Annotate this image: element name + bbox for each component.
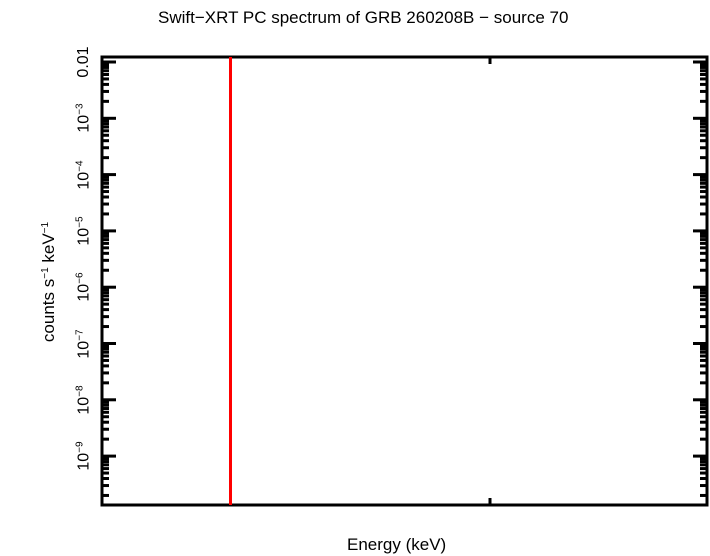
y-tick-label: 10−3	[75, 104, 94, 133]
y-tick-label: 10−7	[75, 329, 94, 358]
y-tick-label: 0.01	[75, 46, 93, 77]
ylabel-base: counts s	[39, 278, 58, 343]
ylabel-exp1: −1	[40, 267, 51, 279]
y-tick-base: 10	[75, 340, 93, 359]
y-tick-base: 10	[75, 227, 93, 246]
y-tick-exponent: −8	[74, 385, 86, 397]
x-axis-label: Energy (keV)	[347, 535, 447, 554]
y-tick-exponent: −3	[74, 103, 86, 116]
y-tick-exponent: −6	[74, 272, 86, 284]
y-tick-label: 10−4	[75, 160, 94, 189]
y-tick-exponent: −5	[74, 216, 86, 228]
y-tick-exponent: −7	[74, 328, 86, 341]
y-tick-label: 10−5	[75, 216, 94, 245]
ylabel-mid: keV	[39, 233, 58, 268]
chart-title-text: Swift−XRT PC spectrum of GRB 260208B − s…	[158, 8, 569, 27]
y-tick-base: 10	[75, 115, 93, 133]
y-tick-base: 10	[75, 283, 93, 302]
plot-frame	[100, 55, 709, 507]
ylabel-exp2: −1	[40, 221, 51, 234]
y-tick-exponent: −4	[74, 159, 86, 172]
y-tick-base: 10	[75, 171, 93, 190]
y-tick-base: 10	[75, 396, 93, 415]
y-axis-label: counts s−1 keV−1	[39, 222, 59, 342]
y-tick-exponent: −9	[74, 441, 86, 453]
y-tick-label: 10−8	[75, 385, 94, 414]
y-tick-label: 10−6	[75, 273, 94, 302]
y-tick-base: 10	[75, 452, 93, 471]
y-tick-label: 10−9	[75, 441, 94, 470]
axis-ticks	[102, 60, 707, 497]
y-tick-base: 0.01	[75, 46, 92, 78]
